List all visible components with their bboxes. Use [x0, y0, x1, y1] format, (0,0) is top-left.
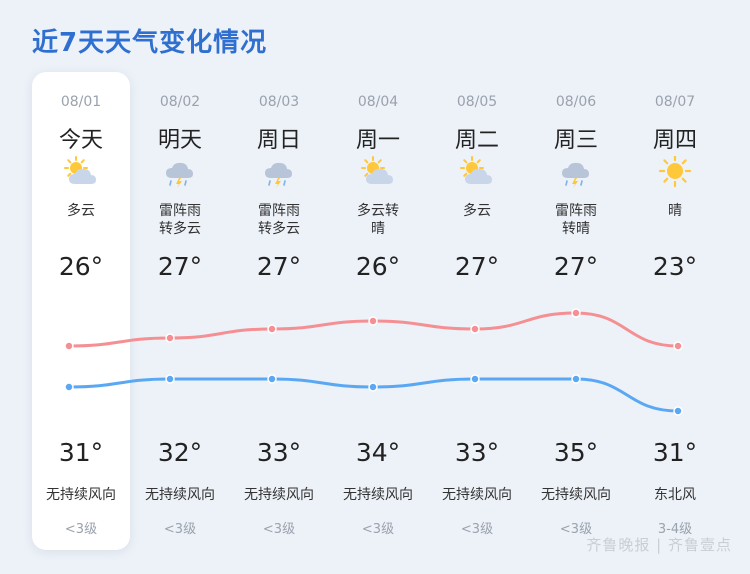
- today-card: [32, 72, 130, 550]
- wind-level: <3级: [64, 522, 98, 537]
- low-temp-point: [368, 382, 378, 392]
- partly-cloudy-icon: [63, 156, 99, 188]
- condition-line-1: 晴: [668, 203, 682, 219]
- low-temp-point: [267, 374, 277, 384]
- date-label: 08/06: [555, 94, 597, 110]
- day-column: 08/04 周一 多云转 晴 26° 34° 无持续风向 <3级: [329, 72, 427, 550]
- low-temp: 34°: [355, 438, 401, 467]
- date-label: 08/02: [159, 94, 201, 110]
- wind-direction: 东北风: [654, 487, 696, 503]
- day-label: 周三: [553, 128, 598, 153]
- date-label: 08/01: [60, 94, 102, 110]
- thunder-rain-icon: [558, 156, 594, 188]
- condition-text: 雷阵雨 转晴: [527, 202, 625, 238]
- wind-level: <3级: [163, 522, 197, 537]
- high-temp-point: [64, 341, 74, 351]
- high-temp: 26°: [58, 252, 104, 281]
- day-column: 08/03 周日 雷阵雨 转多云 27° 33° 无持续风向 <3级: [230, 72, 328, 550]
- day-column: 08/02 明天 雷阵雨 转多云 27° 32° 无持续风向 <3级: [131, 72, 229, 550]
- day-column: 08/06 周三 雷阵雨 转晴 27° 35° 无持续风向 <3级: [527, 72, 625, 550]
- low-temp: 35°: [553, 438, 599, 467]
- high-temp-point: [673, 341, 683, 351]
- wind-direction: 无持续风向: [46, 487, 116, 503]
- high-temp: 23°: [652, 252, 698, 281]
- low-temp: 33°: [454, 438, 500, 467]
- condition-line-1: 多云转: [357, 203, 399, 219]
- high-temp-point: [165, 333, 175, 343]
- partly-cloudy-icon: [360, 156, 396, 188]
- low-temp: 33°: [256, 438, 302, 467]
- high-temp-point: [368, 316, 378, 326]
- day-label: 今天: [58, 128, 103, 153]
- low-temp-point: [571, 374, 581, 384]
- condition-line-1: 雷阵雨: [555, 203, 597, 219]
- condition-line-1: 雷阵雨: [258, 203, 300, 219]
- wind-direction: 无持续风向: [541, 487, 611, 503]
- day-label: 周二: [454, 128, 499, 153]
- condition-text: 雷阵雨 转多云: [131, 202, 229, 238]
- condition-line-1: 雷阵雨: [159, 203, 201, 219]
- day-label: 周一: [355, 128, 400, 153]
- wind-level: <3级: [460, 522, 494, 537]
- thunder-rain-icon: [261, 156, 297, 188]
- wind-level: <3级: [262, 522, 296, 537]
- condition-text: 多云: [428, 202, 526, 220]
- low-temp: 31°: [652, 438, 698, 467]
- wind-level: <3级: [559, 522, 593, 537]
- condition-line-1: 多云: [67, 203, 95, 219]
- condition-line-1: 多云: [463, 203, 491, 219]
- day-label: 周四: [652, 128, 697, 153]
- low-temp: 32°: [157, 438, 203, 467]
- condition-text: 多云: [32, 202, 130, 220]
- low-temp-point: [673, 406, 683, 416]
- low-temp-point: [470, 374, 480, 384]
- watermark: 齐鲁晚报 | 齐鲁壹点: [586, 536, 732, 554]
- wind-direction: 无持续风向: [442, 487, 512, 503]
- date-label: 08/07: [654, 94, 696, 110]
- condition-text: 雷阵雨 转多云: [230, 202, 328, 238]
- day-column: 08/05 周二 多云 27° 33° 无持续风向 <3级: [428, 72, 526, 550]
- condition-line-2: 转多云: [159, 221, 201, 237]
- high-temp: 27°: [256, 252, 302, 281]
- thunder-rain-icon: [162, 156, 198, 188]
- wind-level: 3-4级: [657, 522, 693, 537]
- high-temp: 27°: [157, 252, 203, 281]
- day-label: 明天: [157, 128, 202, 153]
- condition-line-2: 转晴: [562, 221, 590, 237]
- condition-text: 多云转 晴: [329, 202, 427, 238]
- wind-level: <3级: [361, 522, 395, 537]
- condition-line-2: 转多云: [258, 221, 300, 237]
- wind-direction: 无持续风向: [145, 487, 215, 503]
- day-column: 08/07 周四 晴 23° 31° 东北风 3-4级: [626, 72, 724, 550]
- partly-cloudy-icon: [459, 156, 495, 188]
- high-temp-point: [571, 308, 581, 318]
- date-label: 08/05: [456, 94, 498, 110]
- high-temp: 27°: [553, 252, 599, 281]
- page-title: 近7天天气变化情况: [32, 28, 268, 58]
- day-label: 周日: [256, 128, 301, 153]
- high-temp: 27°: [454, 252, 500, 281]
- high-temp-point: [267, 324, 277, 334]
- condition-line-2: 晴: [371, 221, 385, 237]
- wind-direction: 无持续风向: [244, 487, 314, 503]
- condition-text: 晴: [626, 202, 724, 220]
- high-temp: 26°: [355, 252, 401, 281]
- high-temp-point: [470, 324, 480, 334]
- date-label: 08/04: [357, 94, 399, 110]
- low-temp: 31°: [58, 438, 104, 467]
- wind-direction: 无持续风向: [343, 487, 413, 503]
- low-temp-point: [165, 374, 175, 384]
- low-temp-point: [64, 382, 74, 392]
- sunny-icon: [657, 154, 693, 188]
- date-label: 08/03: [258, 94, 300, 110]
- day-column: 08/01 今天 多云 26° 31° 无持续风向 <3级: [32, 72, 130, 550]
